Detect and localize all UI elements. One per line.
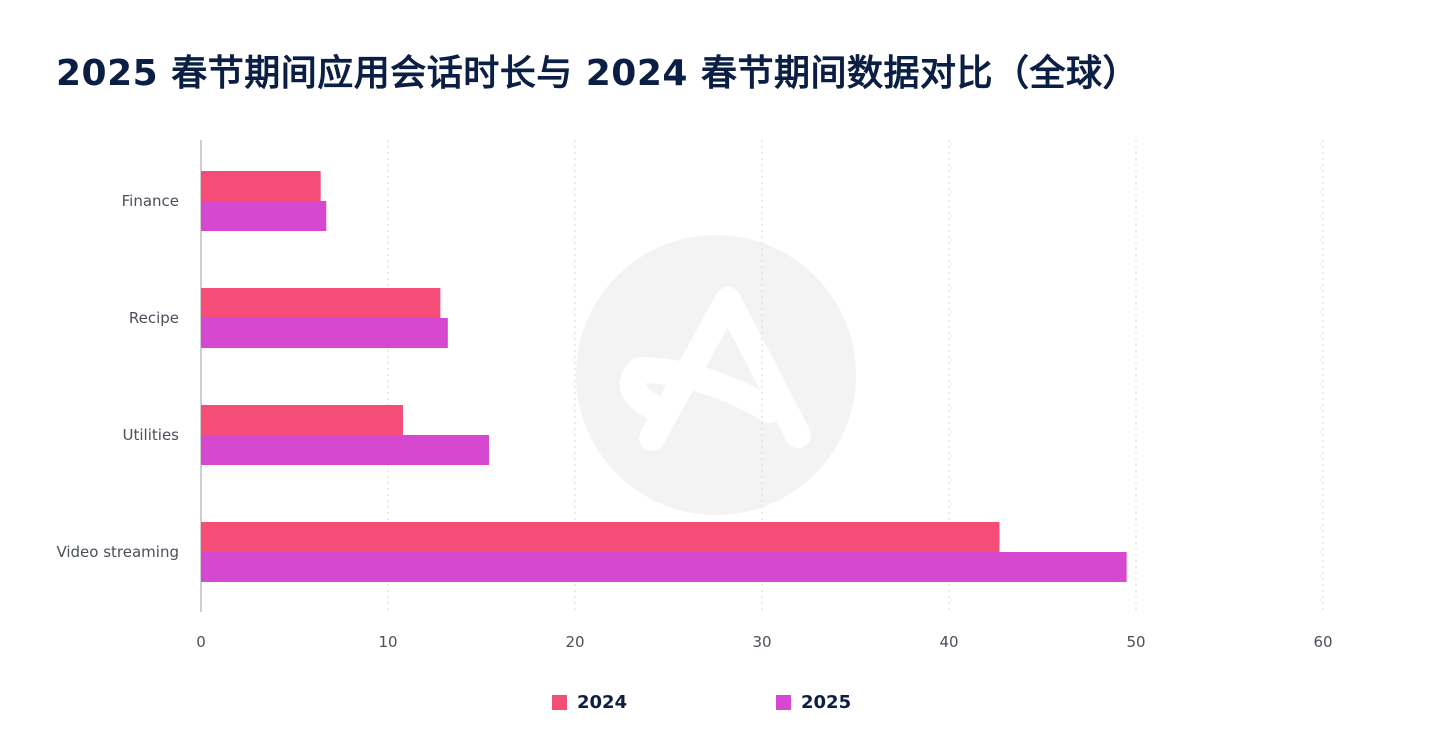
x-tick-label: 40 <box>939 633 958 651</box>
x-tick-label: 0 <box>196 633 206 651</box>
bar-2024-recipe <box>201 288 441 318</box>
bar-2025-utilities <box>201 435 489 465</box>
legend-label: 2025 <box>801 692 852 713</box>
bar-2025-video-streaming <box>201 552 1127 582</box>
x-tick-label: 10 <box>378 633 397 651</box>
legend-label: 2024 <box>577 692 628 713</box>
bar-2025-finance <box>201 201 327 231</box>
bar-2024-utilities <box>201 405 403 435</box>
bar-2024-video-streaming <box>201 522 1000 552</box>
legend-swatch <box>552 695 567 710</box>
legend-item-2025: 2025 <box>776 692 851 713</box>
y-category-label: Utilities <box>123 426 180 444</box>
bar-2025-recipe <box>201 318 448 348</box>
x-tick-label: 30 <box>752 633 771 651</box>
chart-title: 2025 春节期间应用会话时长与 2024 春节期间数据对比（全球） <box>56 53 1139 94</box>
y-category-label: Finance <box>122 192 179 210</box>
y-category-label: Video streaming <box>56 543 179 561</box>
watermark-logo-mark <box>619 287 811 451</box>
x-tick-label: 20 <box>565 633 584 651</box>
legend-swatch <box>776 695 791 710</box>
x-tick-label: 60 <box>1313 633 1332 651</box>
bar-2024-finance <box>201 171 321 201</box>
y-category-label: Recipe <box>129 309 179 327</box>
x-tick-label: 50 <box>1126 633 1145 651</box>
legend-item-2024: 2024 <box>552 692 627 713</box>
